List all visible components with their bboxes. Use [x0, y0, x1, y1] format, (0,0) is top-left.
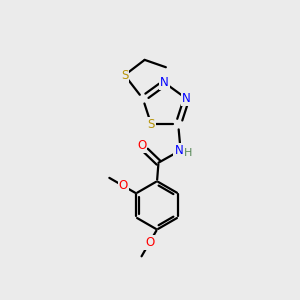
- Text: O: O: [137, 140, 146, 152]
- Text: O: O: [145, 236, 154, 249]
- Text: H: H: [184, 148, 192, 158]
- Text: S: S: [148, 118, 155, 131]
- Text: N: N: [160, 76, 169, 89]
- Text: O: O: [119, 179, 128, 193]
- Text: N: N: [174, 144, 183, 157]
- Text: S: S: [121, 69, 128, 82]
- Text: N: N: [182, 92, 191, 105]
